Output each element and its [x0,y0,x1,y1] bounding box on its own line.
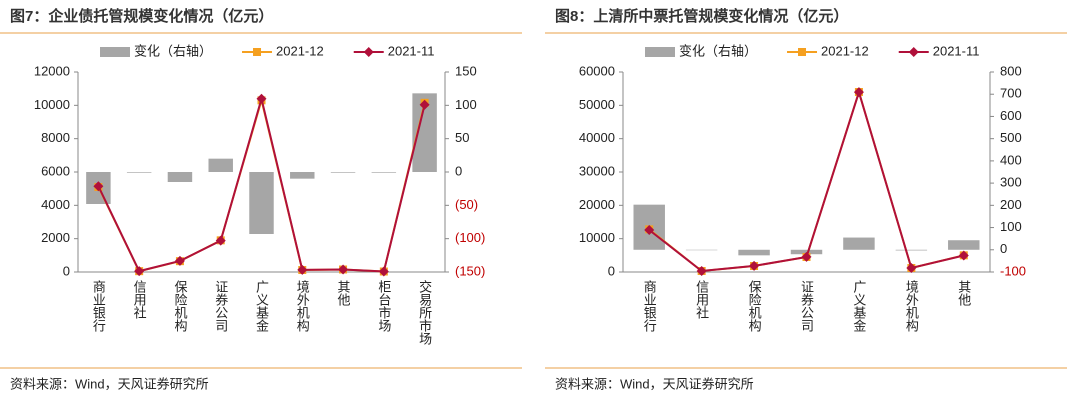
y-tick-label: 12000 [34,63,70,78]
point [297,264,308,275]
point [644,225,655,236]
x-tick-label: 其他 [956,280,971,307]
y2-tick-label: 50 [455,130,469,145]
y-tick-label: 20000 [579,197,615,212]
y-tick-label: 0 [608,263,615,278]
y-tick-label: 10000 [34,97,70,112]
point [749,260,760,271]
x-tick-label: 其他 [336,280,351,307]
bar [895,249,928,251]
bar [249,172,274,234]
x-tick-label: 柜台市场 [376,280,391,332]
y-tick-label: 2000 [41,230,70,245]
legend-label: 2021-11 [933,43,980,58]
x-tick-label: 保险机构 [172,280,187,332]
y-tick-label: 6000 [41,163,70,178]
point [174,255,185,266]
y2-tick-label: 700 [1000,86,1022,101]
bar [371,172,397,173]
y2-tick-label: 100 [1000,219,1022,234]
legend-marker [363,47,374,57]
y-tick-label: 8000 [41,130,70,145]
point [801,251,812,262]
x-tick-label: 保险机构 [747,280,762,332]
legend-marker [908,47,919,57]
y2-tick-label: 100 [455,97,477,112]
legend-marker [798,48,807,56]
y2-tick-label: 400 [1000,152,1022,167]
legend-swatch [100,47,130,57]
x-tick-label: 境外机构 [295,280,310,332]
y2-tick-label: (100) [455,230,485,245]
x-tick-label: 商业银行 [91,280,106,333]
point [696,265,707,276]
y-tick-label: 50000 [579,97,615,112]
y2-tick-label: (150) [455,263,485,278]
point [906,262,917,273]
bar [738,249,770,256]
y2-tick-label: 150 [455,63,477,78]
point [134,266,145,277]
y2-tick-label: -100 [1000,263,1026,278]
x-tick-label: 证券公司 [799,280,814,332]
y-tick-label: 4000 [41,197,70,212]
point [958,250,969,261]
source-note: 资料来源：Wind，天风证券研究所 [555,376,754,391]
y2-tick-label: 300 [1000,175,1022,190]
bar [843,237,875,250]
bar [948,240,980,250]
y2-tick-label: 800 [1000,63,1022,78]
point [215,235,226,246]
point [419,99,430,110]
y-tick-label: 60000 [579,63,615,78]
x-tick-label: 信用社 [694,280,709,319]
x-tick-label: 信用社 [132,280,147,319]
y2-tick-label: 600 [1000,108,1022,123]
chart-title: 图7：企业债托管规模变化情况（亿元） [10,7,273,25]
y-tick-label: 30000 [579,163,615,178]
y-tick-label: 40000 [579,130,615,145]
y2-tick-label: 0 [1000,241,1007,256]
legend-swatch [645,47,675,57]
x-tick-label: 证券公司 [213,280,228,332]
y2-tick-label: 200 [1000,197,1022,212]
point [853,87,864,98]
bar [167,172,193,182]
x-tick-label: 商业银行 [642,280,657,333]
y2-tick-label: (50) [455,197,478,212]
bar [208,158,233,172]
legend-label: 变化（右轴） [679,43,757,58]
y-tick-label: 10000 [579,230,615,245]
point [338,264,349,275]
legend-label: 2021-12 [821,43,869,58]
x-tick-label: 交易所市场 [417,279,432,345]
x-tick-label: 广义基金 [254,280,269,332]
legend-label: 2021-11 [388,43,435,58]
y2-tick-label: 500 [1000,130,1022,145]
point [378,266,389,277]
bar [290,172,315,179]
y2-tick-label: 0 [455,163,462,178]
legend-label: 变化（右轴） [134,43,212,58]
line [648,88,965,273]
chart-title: 图8：上清所中票托管规模变化情况（亿元） [555,7,848,25]
point [93,181,104,192]
legend-marker [253,48,262,56]
x-tick-label: 广义基金 [851,280,866,332]
bar [126,172,152,173]
point [256,93,267,104]
legend-label: 2021-12 [276,43,324,58]
line [648,88,965,273]
bar [330,172,356,173]
source-note: 资料来源：Wind，天风证券研究所 [10,376,209,391]
y-tick-label: 0 [63,263,70,278]
x-tick-label: 境外机构 [904,280,919,332]
